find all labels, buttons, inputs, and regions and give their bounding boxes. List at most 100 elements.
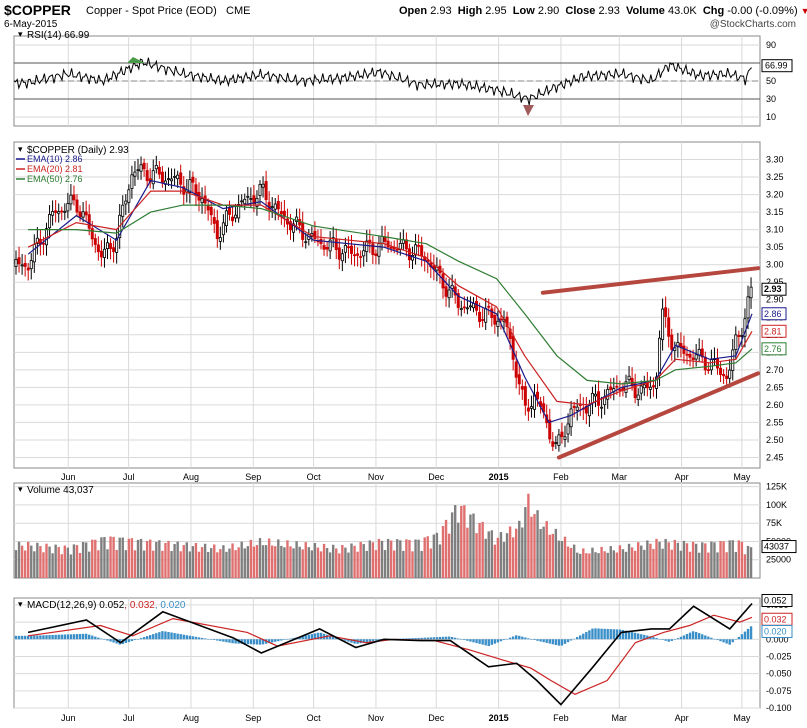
price-tick-label: 3.10 — [766, 225, 784, 235]
volume-bar — [560, 541, 564, 578]
price-candle-body — [32, 244, 36, 263]
macd-histogram-bar — [191, 636, 195, 640]
volume-bar — [493, 544, 497, 578]
macd-histogram-bar — [274, 639, 277, 642]
macd-histogram-bar — [267, 639, 271, 644]
volume-bar — [194, 543, 198, 578]
volume-bar — [603, 551, 606, 578]
price-candle-body — [136, 169, 140, 172]
volume-bar — [685, 543, 689, 578]
macd-histogram-bar — [152, 634, 155, 640]
x-tick-label: Apr — [675, 713, 689, 723]
volume-bar — [624, 551, 628, 578]
macd-histogram-bar — [530, 639, 533, 640]
macd-histogram-bar — [585, 632, 588, 640]
price-candle-body — [20, 264, 24, 267]
x-tick-label: Feb — [553, 472, 569, 482]
macd-histogram-bar — [289, 638, 292, 640]
price-candle-body — [740, 335, 744, 337]
price-candle-body — [160, 171, 164, 183]
volume-bar — [640, 545, 643, 578]
price-title: $COPPER (Daily) 2.93 — [27, 145, 129, 156]
volume-bar — [524, 507, 527, 578]
volume-bar — [222, 545, 225, 578]
volume-bar — [515, 528, 518, 578]
volume-bar — [191, 546, 195, 578]
volume-bar — [682, 540, 686, 578]
volume-bar — [420, 550, 423, 578]
macd-histogram-bar — [743, 631, 747, 640]
macd-histogram-bar — [341, 639, 344, 640]
price-candle-body — [179, 172, 183, 185]
price-candle-body — [679, 343, 683, 348]
volume-bar — [203, 543, 207, 578]
macd-histogram-bar — [521, 636, 524, 640]
price-candle-body — [667, 317, 671, 337]
macd-histogram-bar — [609, 629, 612, 640]
macd-histogram-bar — [698, 633, 701, 640]
macd-histogram-bar — [69, 634, 73, 640]
price-candle-body — [60, 210, 64, 213]
macd-histogram-bar — [222, 639, 225, 642]
symbol-description: Copper - Spot Price (EOD) — [86, 5, 217, 17]
price-tick-label: 3.05 — [766, 242, 784, 252]
volume-bar — [206, 551, 210, 578]
price-candle-body — [465, 307, 469, 310]
price-candle-body — [337, 247, 341, 260]
volume-bar — [572, 544, 576, 578]
volume-bar — [457, 522, 460, 578]
volume-bar — [725, 552, 728, 578]
macd-tick-label: -0.050 — [766, 669, 792, 679]
volume-bar — [185, 542, 188, 578]
macd-histogram-bar — [249, 639, 253, 645]
macd-histogram-bar — [432, 637, 436, 640]
price-candle-body — [508, 328, 512, 339]
price-candle-body — [353, 254, 357, 257]
trendline — [540, 266, 760, 295]
volume-bar — [292, 548, 295, 578]
macd-histogram-bar — [472, 639, 475, 643]
volume-bar — [365, 550, 368, 578]
volume-bar — [130, 538, 134, 578]
volume-collapse-icon: ▾ — [18, 484, 23, 494]
price-candle-body — [90, 228, 94, 240]
price-value-label: 2.81 — [764, 326, 782, 336]
price-tick-label: 2.70 — [766, 365, 784, 375]
price-candle-body — [261, 183, 265, 188]
x-tick-label: May — [733, 713, 751, 723]
macd-title-part: , 0.032 — [124, 600, 155, 611]
volume-bar — [264, 545, 268, 578]
volume-bar — [490, 530, 493, 578]
rsi-tick-label: 90 — [766, 40, 776, 50]
volume-bar — [652, 548, 655, 578]
price-candle-body — [23, 262, 27, 267]
volume-bar — [100, 537, 103, 578]
macd-histogram-bar — [347, 639, 350, 642]
macd-histogram-bar — [213, 639, 216, 641]
volume-bar — [359, 541, 362, 578]
volume-bar — [200, 547, 204, 578]
x-tick-label: Oct — [307, 713, 322, 723]
price-candle-body — [133, 171, 137, 177]
volume-bar — [325, 548, 329, 578]
volume-bar — [630, 547, 634, 578]
volume-bar — [450, 512, 454, 578]
macd-histogram-bar — [725, 639, 728, 644]
x-tick-label: Jun — [61, 713, 76, 723]
price-candle-body — [139, 164, 143, 172]
price-candle-body — [414, 244, 418, 256]
macd-histogram-bar — [438, 636, 442, 640]
volume-bar — [228, 548, 231, 578]
macd-histogram-bar — [261, 639, 265, 645]
macd-histogram-bar — [225, 639, 228, 643]
price-candle-body — [703, 356, 707, 371]
price-candle-body — [142, 162, 146, 170]
volume-bar — [716, 552, 719, 578]
price-candle-body — [121, 204, 125, 217]
macd-histogram-bar — [66, 634, 70, 640]
price-candle-body — [340, 253, 344, 262]
volume-bar — [124, 550, 127, 578]
rsi-line — [13, 57, 752, 106]
volume-bar — [197, 551, 201, 578]
macd-histogram-bar — [457, 638, 460, 640]
